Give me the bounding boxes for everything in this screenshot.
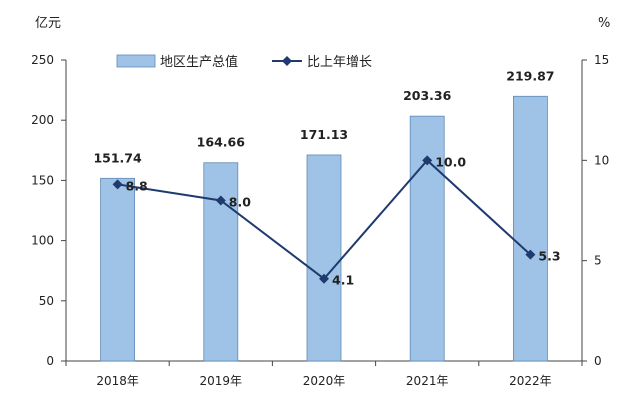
- bar: [409, 115, 445, 362]
- legend-line-label: 比上年增长: [307, 55, 372, 70]
- y-right-tick-label: 5: [594, 254, 602, 268]
- y-left-tick-label: 250: [31, 53, 54, 67]
- axes: 0 50 100 150 200 250 0 5 10 15 2018年 2019年 2020年 2021…: [31, 53, 609, 388]
- bar: [100, 177, 135, 362]
- y-left-tick-label: 0: [46, 354, 54, 368]
- y-right-unit: %: [598, 16, 610, 31]
- bar: [306, 154, 342, 362]
- legend-bar-swatch: [116, 54, 156, 68]
- x-tick-label: 2019年: [200, 374, 243, 388]
- bar-series: [100, 95, 548, 362]
- bar-value-label: 203.36: [403, 88, 452, 103]
- bar-value-label: 219.87: [506, 68, 554, 83]
- x-tick-label: 2018年: [96, 374, 139, 388]
- bar: [513, 95, 548, 362]
- bar-value-label: 171.13: [300, 127, 348, 142]
- line-point: [422, 155, 433, 166]
- y-right-tick-label: 10: [594, 153, 609, 167]
- x-tick-label: 2021年: [406, 374, 449, 388]
- bar: [203, 162, 239, 362]
- y-right-tick-label: 15: [594, 53, 609, 67]
- legend-bar-label: 地区生产总值: [160, 54, 238, 70]
- y-left-tick-label: 200: [31, 113, 54, 127]
- y-left-tick-label: 150: [31, 173, 54, 187]
- bar-value-label: 164.66: [197, 135, 246, 150]
- line-series: [112, 155, 536, 284]
- line-value-label: 8.0: [229, 194, 251, 209]
- line-value-label: 8.8: [126, 178, 148, 193]
- data-labels: 151.74 164.66 171.13 203.36 219.87 8.8 8.0 4.1 1…: [93, 68, 560, 287]
- line-point: [525, 249, 536, 260]
- y-left-unit: 亿元: [35, 16, 61, 31]
- line-point: [112, 179, 123, 190]
- x-tick-label: 2022年: [509, 374, 552, 388]
- bar-value-label: 151.74: [93, 150, 142, 165]
- y-right-tick-label: 0: [594, 354, 602, 368]
- legend-line-marker: [282, 56, 292, 66]
- x-tick-label: 2020年: [303, 374, 346, 388]
- line-point: [319, 273, 329, 284]
- line-value-label: 5.3: [538, 249, 560, 264]
- line-value-label: 10.0: [435, 154, 466, 169]
- y-left-tick-label: 50: [39, 294, 54, 308]
- line-value-label: 4.1: [332, 273, 354, 288]
- line-point: [215, 195, 226, 206]
- y-left-tick-label: 100: [31, 234, 54, 248]
- legend: 地区生产总值 比上年增长: [116, 54, 372, 70]
